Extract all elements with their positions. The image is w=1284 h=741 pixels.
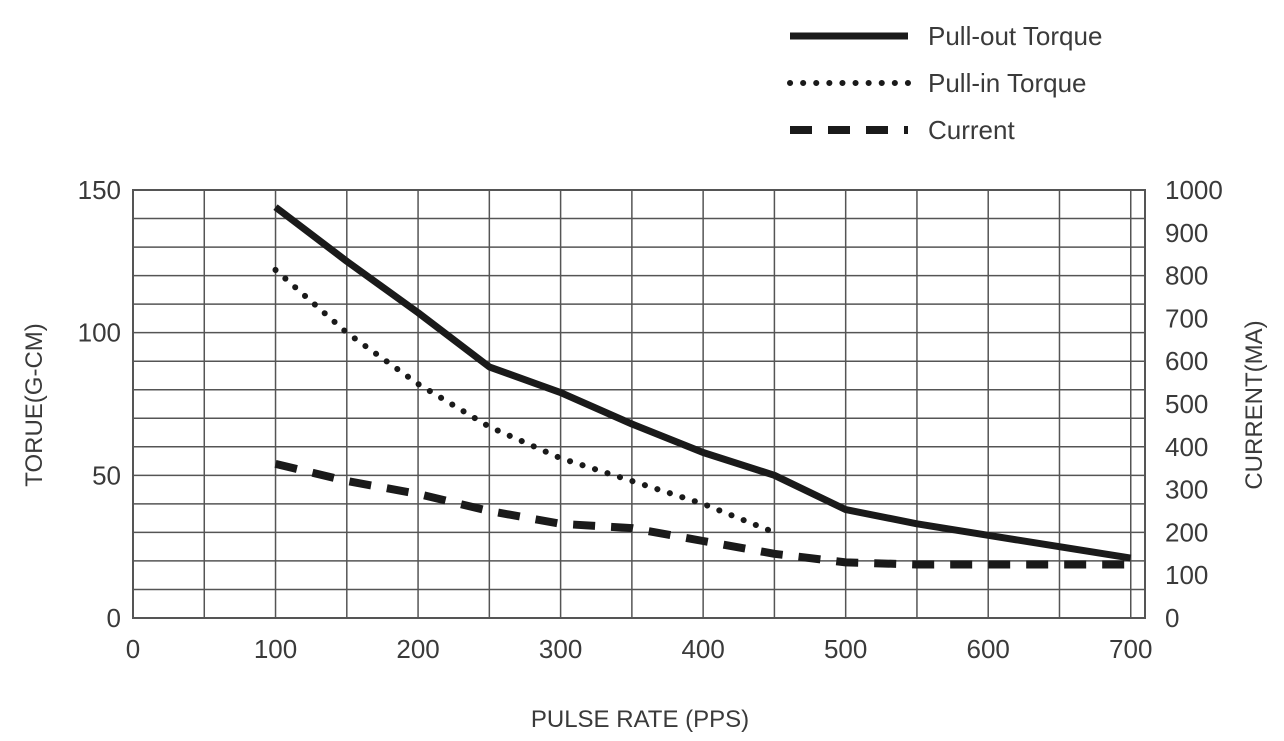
series-line-pull-in-torque <box>272 266 778 536</box>
x-tick-label: 400 <box>681 634 724 664</box>
series-line-pull-out-torque <box>273 204 1132 562</box>
x-tick-label: 700 <box>1109 634 1152 664</box>
x-axis-label: PULSE RATE (PPS) <box>531 706 749 733</box>
ticks-layer: 0 100 200 300 400 500 600 700 0 50 100 150 0 100 200 30… <box>78 175 1223 664</box>
y-right-tick-label: 1000 <box>1165 175 1223 205</box>
legend-label: Current <box>928 115 1015 145</box>
series-layer <box>272 204 1132 569</box>
plot-frame <box>132 189 1146 619</box>
y-right-tick-label: 100 <box>1165 560 1208 590</box>
x-tick-label: 100 <box>254 634 297 664</box>
y-axis-left-label: TORUE(G-CM) <box>21 323 48 487</box>
grid-layer <box>132 189 1146 619</box>
y-right-tick-label: 600 <box>1165 346 1208 376</box>
y-right-tick-label: 800 <box>1165 261 1208 291</box>
x-tick-label: 500 <box>824 634 867 664</box>
x-tick-label: 0 <box>126 634 140 664</box>
x-tick-label: 200 <box>396 634 439 664</box>
y-right-tick-label: 300 <box>1165 475 1208 505</box>
x-tick-label: 300 <box>539 634 582 664</box>
legend: Pull-out Torque Pull-in Torque Current <box>787 21 1102 145</box>
y-left-tick-label: 100 <box>78 318 121 348</box>
y-right-tick-label: 700 <box>1165 303 1208 333</box>
y-right-tick-label: 200 <box>1165 517 1208 547</box>
y-right-tick-label: 0 <box>1165 603 1179 633</box>
y-axis-right-label: CURRENT(MA) <box>1241 320 1268 489</box>
series-line-current <box>274 460 1131 569</box>
legend-label: Pull-out Torque <box>928 21 1102 51</box>
y-right-tick-label: 900 <box>1165 218 1208 248</box>
legend-label: Pull-in Torque <box>928 68 1087 98</box>
y-left-tick-label: 50 <box>92 460 121 490</box>
y-left-tick-label: 150 <box>78 175 121 205</box>
y-right-tick-label: 500 <box>1165 389 1208 419</box>
x-tick-label: 600 <box>967 634 1010 664</box>
y-right-tick-label: 400 <box>1165 432 1208 462</box>
y-left-tick-label: 0 <box>107 603 121 633</box>
